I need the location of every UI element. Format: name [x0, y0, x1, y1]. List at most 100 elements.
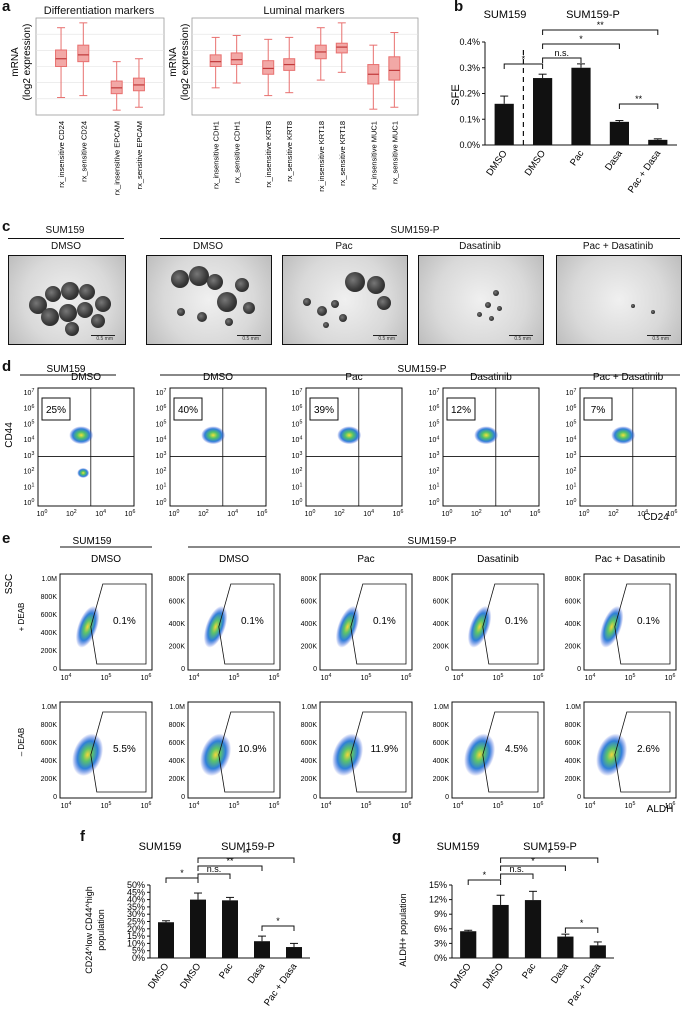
panel-d-group2: SUM159-P	[398, 364, 447, 375]
sig-bracket	[261, 925, 295, 931]
panel-g-group1: SUM159	[437, 841, 480, 853]
bar	[286, 947, 302, 958]
bar	[158, 922, 174, 958]
panel-b-ylabel: SFE	[450, 84, 462, 105]
panel-a-right-title: Luminal markers	[263, 5, 345, 17]
panel-e-condition: Pac	[357, 554, 374, 565]
y-tick-label: 15%	[429, 880, 447, 890]
y-tick-label: 200K	[41, 776, 58, 783]
x-tick-label: 104	[189, 673, 200, 682]
x-tick-label: 100	[169, 509, 180, 518]
y-tick-label: 600K	[41, 740, 58, 747]
x-tick-label: 106	[125, 509, 136, 518]
y-tick-label: 101	[292, 482, 303, 491]
y-tick-label: 12%	[429, 895, 447, 905]
sig-label: n.s.	[510, 864, 525, 874]
y-tick-label: 200K	[565, 644, 582, 651]
panel-c-group2: SUM159-P	[390, 225, 440, 236]
y-tick-label: 9%	[434, 909, 447, 919]
y-tick-label: 400K	[433, 758, 450, 765]
sig-label: *	[180, 868, 184, 878]
category-label: rx_sensitive MUC1	[390, 121, 399, 184]
density-cluster	[611, 426, 636, 445]
panel-b-group1: SUM159	[484, 9, 527, 21]
panel-g-group2: SUM159-P	[523, 841, 577, 853]
y-tick-label: 15%	[127, 931, 145, 941]
aldh-gate	[614, 583, 671, 665]
sig-bracket	[197, 873, 231, 879]
panel-b-chart: SUM159 SUM159-P SFE 0.4% 0.3% 0.2% 0.1% 0.0%…	[450, 9, 677, 195]
scale-label: 0.5 mm	[242, 336, 259, 342]
x-tick-label: 106	[141, 801, 152, 810]
category-label: DMSO	[484, 148, 509, 178]
gate-percent: 4.5%	[505, 744, 528, 755]
panel-d-xlabel: CD24	[643, 512, 669, 523]
panel-label-a: a	[2, 0, 11, 15]
panel-d-condition: Pac + Dasatinib	[593, 372, 664, 383]
x-tick-label: 100	[442, 509, 453, 518]
aldh-gate	[90, 711, 147, 793]
y-tick-label: 104	[156, 435, 167, 444]
boxplot-right-group: rx_insensitive CDH1 rx_sensitive CDH1 rx_i…	[191, 17, 419, 192]
y-tick-label: 0	[313, 794, 317, 801]
boxplot-left-group: rx_insensitive CD24 rx_sensitive CD24 rx_i…	[35, 17, 165, 195]
y-tick-label: 600K	[433, 599, 450, 606]
flow-plot-frame	[451, 573, 545, 671]
panel-e-condition: DMSO	[91, 554, 121, 565]
aldh-gate	[614, 711, 671, 793]
category-label: rx_insensitive MUC1	[369, 121, 378, 190]
y-tick-label: 400K	[41, 630, 58, 637]
x-tick-label: 106	[257, 509, 268, 518]
category-label: rx_insensitive CD24	[57, 121, 66, 188]
y-tick-label: 102	[24, 467, 35, 476]
panel-e-flow: SUM159 SUM159-P SSC + DEAB – DEAB ALDH D…	[4, 536, 680, 815]
x-tick-label: 105	[361, 673, 372, 682]
density-cluster	[200, 733, 232, 777]
x-tick-label: 106	[401, 673, 412, 682]
y-tick-label: 800K	[169, 722, 186, 729]
panel-e-condition: DMSO	[219, 554, 249, 565]
gate-percent: 25%	[46, 405, 66, 416]
bar	[533, 78, 553, 145]
y-tick-label: 0.1%	[459, 114, 480, 124]
x-tick-label: 102	[66, 509, 77, 518]
gate-percent: 0.1%	[637, 616, 660, 627]
bar	[557, 936, 574, 958]
x-tick-label: 106	[269, 673, 280, 682]
x-tick-label: 105	[229, 801, 240, 810]
y-tick-label: 800K	[301, 576, 318, 583]
y-tick-label: 800K	[433, 722, 450, 729]
x-tick-label: 102	[198, 509, 209, 518]
y-tick-label: 200K	[565, 776, 582, 783]
bar	[190, 899, 206, 958]
panel-f-group2: SUM159-P	[221, 841, 275, 853]
aldh-gate	[482, 711, 539, 793]
bar	[609, 121, 629, 145]
x-tick-label: 104	[363, 509, 374, 518]
y-tick-label: 200K	[41, 648, 58, 655]
category-label: rx_insensitive KRT18	[317, 121, 326, 192]
x-tick-label: 100	[37, 509, 48, 518]
aldh-gate	[350, 711, 407, 793]
gate-percent: 0.1%	[505, 616, 528, 627]
y-tick-label: 200K	[433, 776, 450, 783]
category-label: rx_sensitive CDH1	[233, 121, 242, 183]
y-tick-label: 106	[24, 404, 35, 413]
y-tick-label: 0	[577, 794, 581, 801]
panel-a-ylabel-2: (log2 expression)	[22, 24, 33, 101]
y-tick-label: 104	[24, 435, 35, 444]
x-tick-label: 106	[665, 801, 676, 810]
panel-e-group2: SUM159-P	[408, 536, 457, 547]
x-tick-label: 106	[393, 509, 404, 518]
y-tick-label: 0.2%	[459, 89, 480, 99]
sig-label: *	[522, 54, 526, 64]
gate-percent: 40%	[178, 405, 198, 416]
y-tick-label: 0	[53, 666, 57, 673]
panel-label-f: f	[80, 828, 85, 845]
sig-bracket	[467, 879, 502, 885]
x-tick-label: 106	[533, 801, 544, 810]
aldh-gate	[218, 583, 275, 665]
box-iqr	[230, 52, 243, 66]
gate-percent: 12%	[451, 405, 471, 416]
x-tick-label: 106	[530, 509, 541, 518]
